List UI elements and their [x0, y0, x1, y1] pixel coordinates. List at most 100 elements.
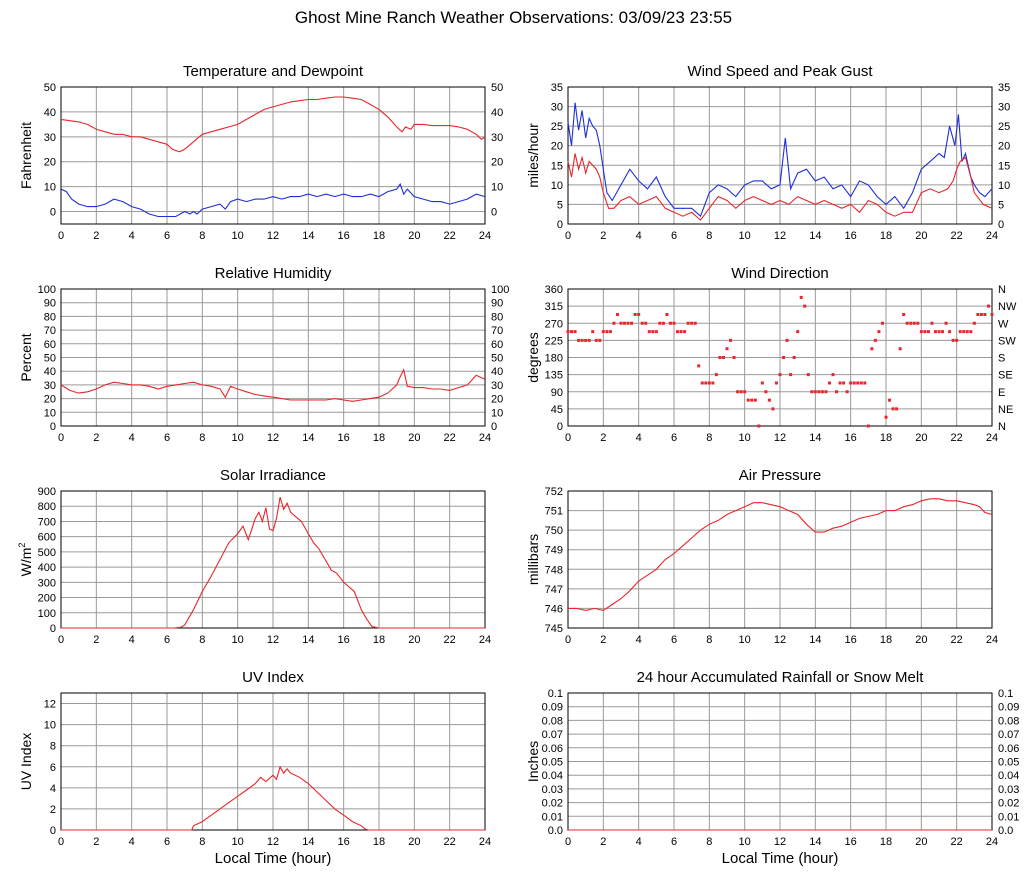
direction-point	[771, 407, 775, 411]
uv-frame	[60, 692, 486, 831]
humidity-xtick-label: 0	[58, 432, 64, 444]
direction-point	[941, 330, 945, 334]
rain-ytick-label: 0.01	[542, 811, 563, 823]
direction-compass-label: SW	[998, 335, 1016, 347]
wind-xtick-label: 10	[739, 230, 751, 242]
direction-ytick-label: 270	[545, 318, 563, 330]
uv-xtick-label: 12	[267, 836, 279, 848]
direction-ytick-label: 225	[545, 335, 563, 347]
direction-xtick-label: 8	[706, 432, 712, 444]
humidity-ytick-label: 90	[44, 298, 56, 310]
humidity-ytick-label: 70	[44, 325, 56, 337]
direction-point	[831, 373, 835, 377]
solar-xtick-label: 16	[338, 634, 350, 646]
direction-xtick-label: 10	[739, 432, 751, 444]
direction-point	[736, 390, 740, 394]
rain-title: 24 hour Accumulated Rainfall or Snow Mel…	[637, 669, 925, 686]
pressure-ylabel: millibars	[525, 534, 541, 585]
pressure-frame	[567, 490, 993, 629]
temp-xtick-label: 18	[373, 230, 385, 242]
direction-point	[895, 407, 899, 411]
uv-ylabel: UV Index	[18, 733, 34, 791]
direction-point	[983, 312, 987, 316]
direction-point	[863, 381, 867, 385]
direction-point	[570, 330, 574, 334]
direction-point	[605, 330, 609, 334]
direction-point	[774, 381, 778, 385]
uv-xtick-label: 16	[338, 836, 350, 848]
direction-point	[683, 330, 687, 334]
direction-xtick-label: 22	[951, 432, 963, 444]
pressure-xtick-label: 10	[739, 634, 751, 646]
uv-xtick-label: 18	[373, 836, 385, 848]
solar-frame	[60, 490, 486, 629]
wind-series-line-1	[567, 153, 993, 221]
temp-ytick-label: 30	[44, 132, 56, 144]
solar-xtick-label: 20	[408, 634, 420, 646]
pressure-ytick-label: 745	[545, 623, 563, 635]
uv-xtick-label: 24	[479, 836, 491, 848]
direction-point	[743, 390, 747, 394]
wind-ylabel: miles/hour	[525, 123, 541, 188]
pressure-series-line-0	[568, 498, 993, 611]
uv-xtick-label: 6	[164, 836, 170, 848]
direction-point	[757, 424, 761, 428]
rain-xtick-label: 24	[986, 836, 998, 848]
humidity-ytick-label-right: 10	[491, 407, 503, 419]
humidity-xtick-label: 8	[199, 432, 205, 444]
direction-point	[951, 338, 955, 342]
rain-ytick-label: 0.05	[542, 757, 563, 769]
humidity-xtick-label: 20	[408, 432, 420, 444]
uv-series-line-0	[61, 765, 485, 831]
wind-ytick-label: 15	[551, 160, 563, 172]
direction-compass-label: NE	[998, 404, 1013, 416]
wind-ytick-label: 5	[557, 199, 563, 211]
direction-point	[884, 415, 888, 419]
rain-xtick-label: 18	[880, 836, 892, 848]
direction-point	[619, 321, 623, 325]
humidity-ytick-label-right: 60	[491, 339, 503, 351]
direction-point	[707, 381, 711, 385]
solar-xtick-label: 2	[93, 634, 99, 646]
direction-point	[637, 312, 641, 316]
humidity-ytick-label-right: 50	[491, 353, 503, 365]
direction-point	[767, 398, 771, 402]
direction-point	[623, 321, 627, 325]
temp-xtick-label: 4	[129, 230, 135, 242]
direction-point	[725, 347, 729, 351]
pressure-title: Air Pressure	[739, 467, 822, 484]
wind-xtick-label: 22	[951, 230, 963, 242]
temp-series-line-0	[60, 96, 486, 153]
direction-point	[714, 373, 718, 377]
direction-point	[704, 381, 708, 385]
temp-xtick-label: 12	[267, 230, 279, 242]
pressure-ytick-label: 748	[545, 564, 563, 576]
uv-ytick-label: 10	[44, 720, 56, 732]
direction-point	[654, 330, 658, 334]
direction-compass-label: E	[998, 387, 1005, 399]
pressure-ytick-label: 747	[545, 584, 563, 596]
rain-ytick-label-right: 0.07	[998, 729, 1019, 741]
temp-ytick-label-right: 20	[491, 157, 503, 169]
wind-ytick-label-right: 20	[998, 141, 1010, 153]
rain-ytick-label-right: 0.03	[998, 784, 1019, 796]
wind-xtick-label: 6	[671, 230, 677, 242]
rain-xtick-label: 10	[739, 836, 751, 848]
direction-point	[888, 398, 892, 402]
direction-point	[668, 321, 672, 325]
direction-point	[845, 390, 849, 394]
direction-point	[644, 321, 648, 325]
uv-ytick-label: 2	[50, 804, 56, 816]
temp-xtick-label: 0	[58, 230, 64, 242]
direction-point	[986, 304, 990, 308]
direction-point	[827, 381, 831, 385]
rain-ytick-label: 0.08	[542, 715, 563, 727]
wind-frame	[567, 86, 993, 225]
direction-point	[615, 312, 619, 316]
temp-title: Temperature and Dewpoint	[183, 63, 364, 80]
